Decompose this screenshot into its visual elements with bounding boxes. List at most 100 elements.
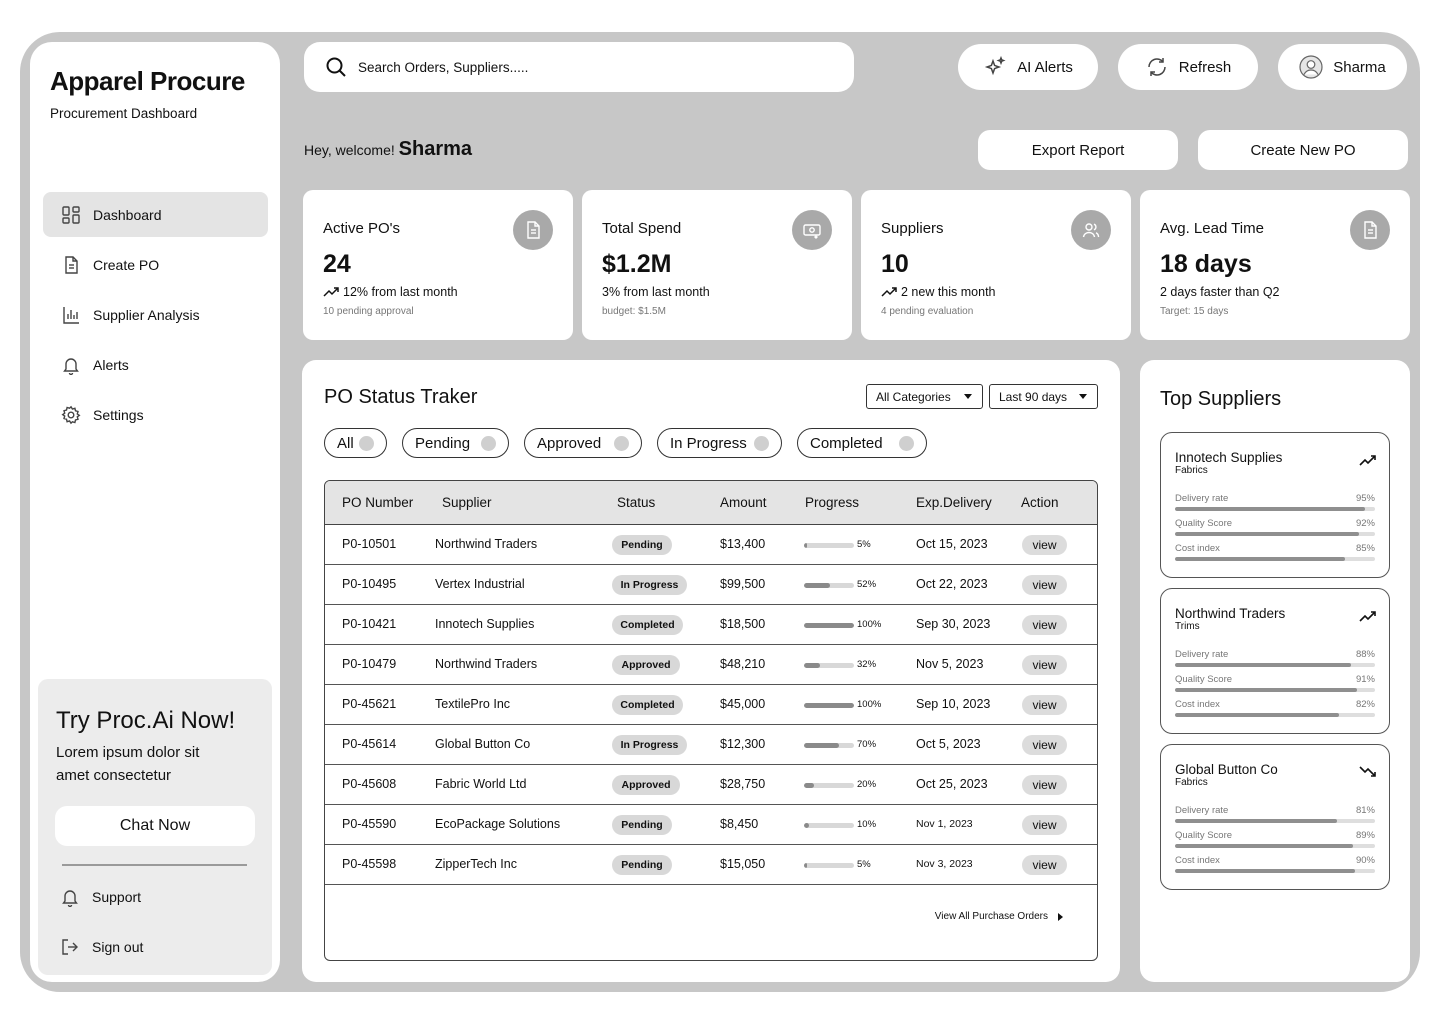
sidebar-item-settings[interactable]: Settings: [43, 392, 268, 437]
stat-change-text: 3% from last month: [602, 285, 710, 299]
metric-bar: [1175, 663, 1375, 667]
filter-in-progress[interactable]: In Progress: [657, 428, 782, 458]
document-icon: [1350, 210, 1390, 250]
progress-text: 5%: [857, 539, 871, 550]
view-all-orders-link[interactable]: View All Purchase Orders: [935, 911, 1063, 922]
status-badge: Pending: [612, 815, 672, 835]
status-badge: Pending: [612, 535, 672, 555]
view-button[interactable]: view: [1022, 855, 1067, 875]
filter-approved[interactable]: Approved: [524, 428, 642, 458]
sign-out-link[interactable]: Sign out: [60, 937, 143, 957]
metric-value: 95%: [1355, 493, 1375, 504]
filter-label: Approved: [537, 434, 602, 452]
filter-label: Completed: [810, 434, 883, 452]
progress-bar: [804, 863, 854, 868]
supplier-metric: Delivery rate 95%: [1175, 493, 1375, 518]
po-number: P0-45621: [342, 697, 397, 711]
po-number: P0-45590: [342, 817, 397, 831]
search-input[interactable]: [358, 59, 758, 75]
metric-value: 85%: [1355, 543, 1375, 554]
po-status-tracker: PO Status Traker All Categories Last 90 …: [302, 360, 1120, 982]
sidebar: Apparel Procure Procurement Dashboard Da…: [30, 42, 280, 982]
stat-change: 3% from last month: [602, 285, 710, 299]
supplier-name: TextilePro Inc: [435, 697, 511, 711]
expected-delivery: Nov 1, 2023: [916, 818, 973, 830]
status-badge: Approved: [612, 655, 680, 675]
po-number: P0-45614: [342, 737, 397, 751]
stat-change-text: 12% from last month: [343, 285, 458, 299]
view-button[interactable]: view: [1022, 735, 1067, 755]
supplier-name: Fabric World Ltd: [435, 777, 527, 791]
dashboard-icon: [62, 205, 80, 224]
brand-name: Apparel Procure: [50, 66, 245, 96]
amount: $48,210: [720, 657, 766, 671]
table-row: P0-45621 TextilePro Inc Completed $45,000 10…: [325, 685, 1097, 725]
export-report-button[interactable]: Export Report: [978, 130, 1178, 170]
sign-out-label: Sign out: [92, 939, 144, 955]
sidebar-item-create-po[interactable]: Create PO: [43, 242, 268, 287]
amount: $12,300: [720, 737, 766, 751]
view-button[interactable]: view: [1022, 655, 1067, 675]
refresh-button[interactable]: Refresh: [1118, 44, 1258, 90]
filter-dot: [899, 436, 914, 451]
expected-delivery: Oct 5, 2023: [916, 737, 981, 751]
progress-text: 70%: [857, 739, 877, 750]
supplier-card[interactable]: Northwind Traders Trims Delivery rate 88% Qu…: [1160, 588, 1390, 734]
sidebar-item-label: Supplier Analysis: [93, 306, 200, 323]
po-number: P0-10479: [342, 657, 397, 671]
progress-text: 100%: [857, 619, 882, 630]
supplier-metric: Quality Score 91%: [1175, 674, 1375, 699]
sparkle-icon: [984, 55, 1006, 76]
create-new-po-button[interactable]: Create New PO: [1198, 130, 1408, 170]
amount: $8,450: [720, 817, 759, 831]
support-link[interactable]: Support: [60, 887, 141, 907]
po-number: P0-45598: [342, 857, 397, 871]
sidebar-item-dashboard[interactable]: Dashboard: [43, 192, 268, 237]
progress-fill: [804, 543, 807, 548]
search-bar[interactable]: [304, 42, 854, 92]
metric-bar: [1175, 819, 1375, 823]
progress-text: 52%: [857, 579, 877, 590]
metric-bar: [1175, 869, 1375, 873]
stat-value: $1.2M: [602, 250, 672, 278]
filter-dot: [481, 436, 496, 451]
supplier-metric: Delivery rate 88%: [1175, 649, 1375, 674]
column-header: Action: [1021, 495, 1059, 510]
supplier-name: Northwind Traders: [435, 537, 538, 551]
supplier-name: Global Button Co: [1175, 762, 1278, 777]
search-icon: [326, 57, 346, 77]
progress-fill: [804, 823, 809, 828]
view-button[interactable]: view: [1022, 535, 1067, 555]
top-suppliers-title: Top Suppliers: [1160, 388, 1282, 410]
view-button[interactable]: view: [1022, 775, 1067, 795]
view-button[interactable]: view: [1022, 615, 1067, 635]
progress-bar: [804, 583, 854, 588]
view-button[interactable]: view: [1022, 815, 1067, 835]
filter-pending[interactable]: Pending: [402, 428, 509, 458]
chat-now-button[interactable]: Chat Now: [55, 806, 255, 846]
sidebar-item-alerts[interactable]: Alerts: [43, 342, 268, 387]
user-menu-button[interactable]: Sharma: [1278, 44, 1407, 90]
po-number: P0-10421: [342, 617, 397, 631]
metric-label: Quality Score: [1175, 674, 1233, 685]
progress-fill: [804, 623, 854, 628]
column-header: Supplier: [442, 495, 492, 510]
sidebar-item-supplier-analysis[interactable]: Supplier Analysis: [43, 292, 268, 337]
caret-down-icon: [964, 394, 972, 399]
metric-fill: [1175, 663, 1351, 667]
ai-alerts-button[interactable]: AI Alerts: [958, 44, 1098, 90]
period-dropdown[interactable]: Last 90 days: [989, 384, 1098, 409]
arrow-right-icon: [1058, 912, 1063, 921]
stat-change-text: 2 new this month: [901, 285, 996, 299]
view-button[interactable]: view: [1022, 695, 1067, 715]
metric-fill: [1175, 688, 1357, 692]
amount: $28,750: [720, 777, 766, 791]
view-button[interactable]: view: [1022, 575, 1067, 595]
category-dropdown[interactable]: All Categories: [866, 384, 983, 409]
supplier-card[interactable]: Innotech Supplies Fabrics Delivery rate 95%…: [1160, 432, 1390, 578]
filter-completed[interactable]: Completed: [797, 428, 927, 458]
filter-all[interactable]: All: [324, 428, 387, 458]
stat-label: Total Spend: [602, 220, 682, 237]
supplier-card[interactable]: Global Button Co Fabrics Delivery rate 81% Q…: [1160, 744, 1390, 890]
filter-dot: [614, 436, 629, 451]
